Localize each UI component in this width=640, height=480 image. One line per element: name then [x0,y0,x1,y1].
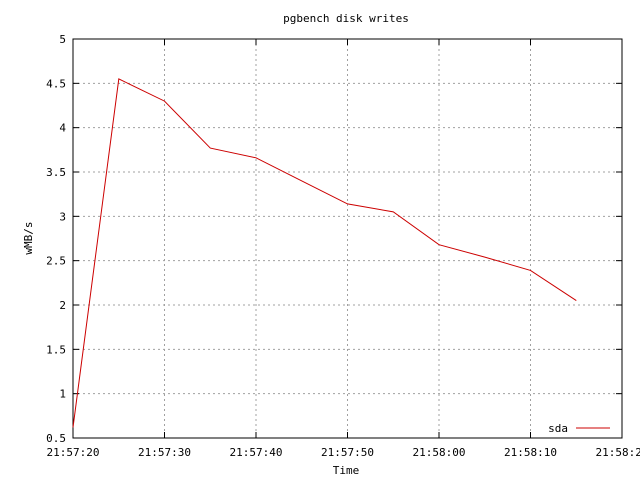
y-axis-label: wMB/s [22,221,35,254]
ticks-layer: 0.5 1 1.5 2 2.5 3 3.5 4 4.5 5 21:57:20 21:57:30 21:5… [46,33,640,459]
x-tick-label: 21:58:10 [504,446,557,459]
x-tick-label: 21:57:50 [321,446,374,459]
x-axis-label: Time [333,464,360,477]
grid-layer [73,39,622,438]
y-tick-label: 3 [59,210,66,223]
series-line-sda [72,78,577,428]
y-tick-label: 4 [59,122,66,135]
y-tick-label: 4.5 [46,77,66,90]
chart-title: pgbench disk writes [283,12,409,25]
plot-frame [72,38,623,439]
y-tick-label: 1 [59,388,66,401]
x-tick-label: 21:58:00 [413,446,466,459]
series-layer [72,78,577,428]
y-tick-label: 5 [59,33,66,46]
y-tick-label: 0.5 [46,432,66,445]
y-tick-label: 2.5 [46,255,66,268]
x-tick-label: 21:57:40 [230,446,283,459]
legend: sda [548,422,610,435]
y-tick-label: 3.5 [46,166,66,179]
y-tick-label: 2 [59,299,66,312]
x-tick-label: 21:58:20 [596,446,640,459]
y-tick-label: 1.5 [46,343,66,356]
x-tick-label: 21:57:30 [138,446,191,459]
x-tick-label: 21:57:20 [47,446,100,459]
legend-label-sda: sda [548,422,568,435]
